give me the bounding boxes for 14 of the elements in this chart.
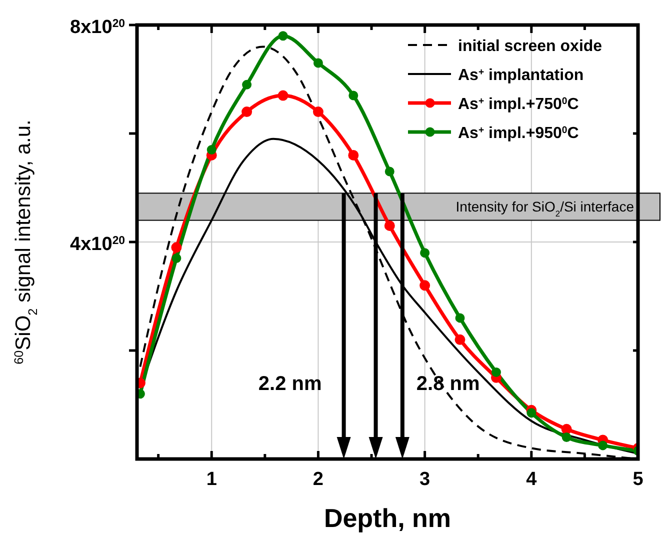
ref-line-label: 2.2 nm xyxy=(258,373,322,395)
y-tick-label: 8x10$^{20}$ xyxy=(70,17,125,38)
legend-label: As$^{+}$ impl.+950$^{0}$C xyxy=(458,124,580,142)
x-tick-label: 5 xyxy=(632,469,644,490)
band-label: Intensity for SiO$_{2}$/Si interface xyxy=(456,198,634,219)
x-tick-label: 2 xyxy=(312,469,324,490)
legend-label: As$^{+}$ implantation xyxy=(458,66,584,84)
x-tick-label: 4 xyxy=(526,469,538,490)
legend-label: initial screen oxide xyxy=(458,38,602,55)
x-tick-label: 3 xyxy=(420,469,430,490)
y-tick-label: 4x10$^{20}$ xyxy=(70,234,125,255)
legend-label: As$^{+}$ impl.+750$^{0}$C xyxy=(458,96,580,113)
x-axis-title: Depth, nm xyxy=(324,503,452,533)
x-tick-label: 1 xyxy=(206,469,218,490)
